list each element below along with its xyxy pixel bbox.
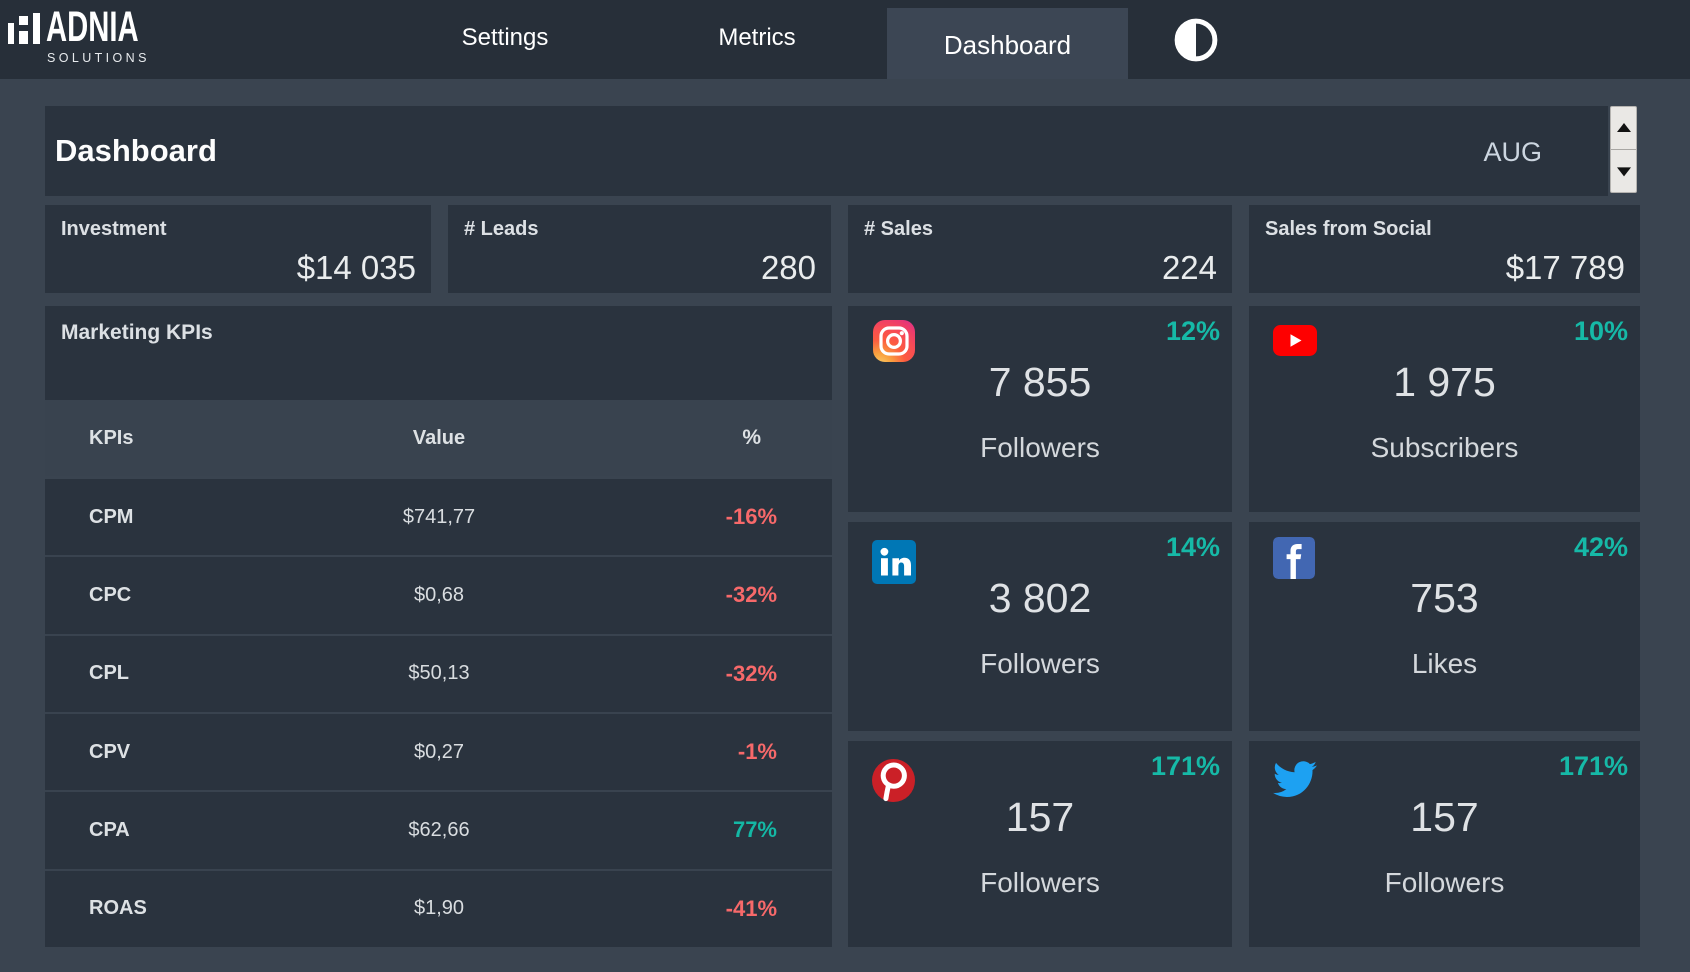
- growth-percent: 14%: [1165, 532, 1220, 562]
- summary-card-value: $17 789: [1505, 249, 1625, 286]
- kpi-percent: -41%: [725, 895, 777, 921]
- social-metric-label: Followers: [1384, 867, 1505, 898]
- spinner-down-button[interactable]: [1611, 149, 1636, 192]
- kpi-name: CPA: [89, 818, 130, 841]
- social-metric-label: Followers: [980, 867, 1100, 898]
- social-card-twitter: 171% 157 Followers: [1249, 741, 1640, 947]
- brand-tagline: SOLUTIONS: [47, 51, 150, 65]
- dashboard-header-card: Dashboard AUG: [45, 106, 1608, 196]
- summary-card-label: # Sales: [864, 218, 933, 240]
- kpi-percent: -16%: [725, 504, 777, 530]
- top-bar: ADNIA SOLUTIONS Settings Metrics Dashboa…: [0, 0, 1690, 79]
- tab-metrics[interactable]: Metrics: [718, 24, 796, 51]
- kpi-name: CPM: [89, 505, 134, 528]
- spinner-up-button[interactable]: [1611, 107, 1636, 150]
- table-row: CPV $0,27 -1%: [45, 711, 832, 790]
- growth-percent: 10%: [1573, 316, 1628, 346]
- linkedin-icon: [872, 540, 916, 584]
- social-metric-label: Followers: [980, 648, 1100, 679]
- summary-card-value: $14 035: [296, 249, 416, 286]
- column-header-pct: %: [742, 426, 761, 449]
- summary-card-sales-from-social: Sales from Social $17 789: [1249, 205, 1640, 293]
- social-count: 1 975: [1393, 359, 1496, 405]
- social-card-pinterest: 171% 157 Followers: [848, 741, 1232, 947]
- growth-percent: 171%: [1558, 751, 1628, 781]
- month-spinner: [1610, 106, 1637, 193]
- growth-percent: 42%: [1573, 532, 1628, 562]
- pinterest-icon: [872, 759, 915, 802]
- kpi-percent: -32%: [725, 660, 777, 686]
- brand-name: ADNIA: [46, 3, 139, 51]
- social-count: 3 802: [988, 575, 1092, 621]
- instagram-icon: [872, 319, 916, 363]
- marketing-kpis-card: Marketing KPIs: [45, 306, 832, 400]
- social-count: 753: [1410, 575, 1479, 621]
- facebook-icon: [1273, 537, 1315, 579]
- kpi-percent: -32%: [725, 582, 777, 608]
- kpi-percent: 77%: [732, 817, 777, 843]
- social-card-linkedin: 14% 3 802 Followers: [848, 522, 1232, 731]
- social-metric-label: Followers: [980, 432, 1100, 463]
- month-selector-value: AUG: [1483, 137, 1542, 167]
- kpi-table-header: KPIs Value %: [45, 400, 832, 476]
- summary-card-sales: # Sales 224: [848, 205, 1232, 293]
- social-card-instagram: 12% 7 855 Followers: [848, 306, 1232, 512]
- summary-card-label: Sales from Social: [1265, 218, 1432, 240]
- kpi-value: $741,77: [402, 505, 476, 528]
- summary-card-leads: # Leads 280: [448, 205, 831, 293]
- kpi-table-body: CPM $741,77 -16% CPC $0,68 -32% CPL $50,…: [45, 479, 832, 947]
- kpi-name: CPL: [89, 662, 129, 685]
- kpi-value: $0,27: [413, 740, 465, 763]
- social-card-youtube: 10% 1 975 Subscribers: [1249, 306, 1640, 512]
- social-count: 157: [1410, 794, 1479, 840]
- twitter-icon: [1273, 761, 1317, 797]
- kpi-value: $50,13: [408, 662, 470, 685]
- table-row: CPM $741,77 -16%: [45, 479, 832, 555]
- kpi-name: CPC: [89, 583, 132, 606]
- summary-card-label: Investment: [61, 218, 167, 240]
- youtube-icon: [1273, 325, 1317, 356]
- contrast-toggle-icon[interactable]: [1174, 18, 1218, 62]
- table-row: ROAS $1,90 -41%: [45, 868, 832, 947]
- bar-chart-logo-icon: [8, 13, 40, 44]
- summary-card-value: 224: [1161, 249, 1217, 286]
- tab-dashboard[interactable]: Dashboard: [887, 8, 1128, 79]
- social-metric-label: Likes: [1411, 648, 1478, 679]
- table-row: CPA $62,66 77%: [45, 790, 832, 868]
- summary-card-label: # Leads: [464, 218, 539, 240]
- page-title: Dashboard: [55, 133, 217, 168]
- kpi-name: CPV: [89, 740, 131, 763]
- social-metric-label: Subscribers: [1370, 432, 1519, 463]
- tab-settings[interactable]: Settings: [461, 24, 549, 51]
- kpi-value: $62,66: [408, 818, 470, 841]
- column-header-kpis: KPIs: [89, 426, 134, 449]
- summary-card-value: 280: [760, 249, 816, 286]
- kpi-name: ROAS: [89, 897, 147, 920]
- summary-card-investment: Investment $14 035: [45, 205, 431, 293]
- column-header-value: Value: [412, 426, 466, 449]
- marketing-kpis-title: Marketing KPIs: [61, 321, 213, 344]
- social-card-facebook: 42% 753 Likes: [1249, 522, 1640, 731]
- growth-percent: 12%: [1165, 316, 1220, 346]
- kpi-percent: -1%: [737, 739, 777, 765]
- growth-percent: 171%: [1150, 751, 1220, 781]
- table-row: CPL $50,13 -32%: [45, 633, 832, 712]
- kpi-value: $0,68: [413, 583, 465, 606]
- kpi-value: $1,90: [413, 897, 465, 920]
- social-count: 157: [1005, 794, 1075, 840]
- table-row: CPC $0,68 -32%: [45, 555, 832, 633]
- social-count: 7 855: [988, 359, 1092, 405]
